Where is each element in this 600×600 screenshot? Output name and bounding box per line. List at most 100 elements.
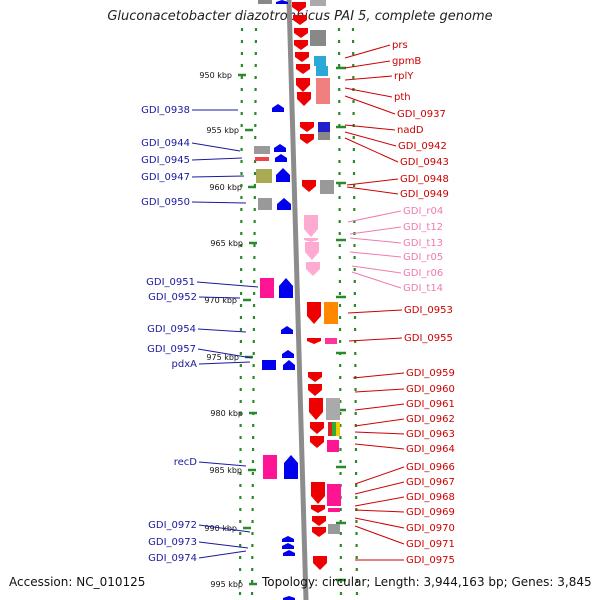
rna-arrow bbox=[304, 215, 318, 237]
accession-text: Accession: NC_010125 bbox=[9, 575, 146, 589]
right-label-leader bbox=[354, 509, 405, 513]
right-label-leader bbox=[344, 131, 397, 147]
outer-gene-box bbox=[328, 524, 340, 534]
right-gene-label: GDI_0968 bbox=[406, 492, 455, 503]
right-label-leader bbox=[349, 251, 402, 258]
forward-cds-arrow bbox=[272, 104, 284, 112]
inner-gene-box bbox=[258, 0, 272, 4]
reverse-cds-arrow bbox=[296, 78, 310, 92]
forward-cds-arrow bbox=[282, 543, 294, 549]
right-gene-label: GDI_t12 bbox=[403, 222, 443, 233]
ruler-tick-label: 960 kbp bbox=[209, 183, 242, 192]
right-label-leader bbox=[344, 44, 391, 59]
left-gene-label: GDI_0972 bbox=[148, 520, 197, 531]
right-gene-label: gpmB bbox=[392, 56, 421, 67]
inner-gene-box bbox=[263, 455, 277, 479]
right-gene-label: GDI_0953 bbox=[404, 305, 453, 316]
ruler-tick-label: 980 kbp bbox=[210, 409, 243, 418]
ruler-tick-label: 965 kbp bbox=[210, 239, 243, 248]
outer-gene-box bbox=[316, 78, 330, 104]
right-label-leader bbox=[351, 265, 402, 274]
right-gene-label: GDI_r05 bbox=[403, 252, 443, 263]
forward-cds-arrow bbox=[282, 350, 294, 358]
right-label-leader bbox=[349, 237, 402, 244]
outer-gene-box bbox=[328, 508, 340, 512]
right-label-leader bbox=[354, 443, 405, 450]
reverse-cds-arrow bbox=[292, 2, 306, 12]
left-label-leader bbox=[198, 461, 247, 467]
outer-gene-box bbox=[318, 122, 330, 132]
reverse-cds-arrow bbox=[297, 92, 311, 106]
reverse-cds-arrow bbox=[312, 527, 326, 537]
inner-gene-box bbox=[255, 157, 269, 161]
right-gene-label: GDI_0962 bbox=[406, 414, 455, 425]
ruler-tick-label: 970 kbp bbox=[204, 296, 237, 305]
left-gene-label: GDI_0938 bbox=[141, 105, 190, 116]
right-gene-label: GDI_0960 bbox=[406, 384, 455, 395]
outer-gene-box bbox=[327, 440, 339, 452]
left-label-leader bbox=[198, 524, 251, 533]
right-gene-label: GDI_0948 bbox=[400, 174, 449, 185]
left-label-leader bbox=[198, 541, 249, 549]
right-gene-label: GDI_0942 bbox=[398, 141, 447, 152]
inner-gene-box bbox=[256, 169, 272, 183]
right-label-leader bbox=[354, 403, 405, 411]
reverse-cds-arrow bbox=[307, 338, 321, 344]
inner-gene-box bbox=[254, 146, 270, 154]
right-label-leader bbox=[344, 75, 393, 81]
right-gene-label: GDI_t13 bbox=[403, 238, 443, 249]
outer-gene-box bbox=[310, 0, 326, 6]
left-label-leader bbox=[197, 348, 253, 359]
reverse-cds-arrow bbox=[294, 40, 308, 50]
inner-gene-box bbox=[262, 360, 276, 370]
right-label-leader bbox=[354, 496, 405, 507]
left-label-leader bbox=[191, 175, 245, 178]
left-label-leader bbox=[198, 296, 241, 299]
left-gene-label: GDI_0952 bbox=[148, 292, 197, 303]
forward-cds-arrow bbox=[283, 550, 295, 556]
forward-cds-arrow bbox=[277, 198, 291, 210]
dotted-rail-0 bbox=[238, 27, 244, 600]
dotted-rail-1 bbox=[250, 27, 258, 600]
right-label-leader bbox=[354, 418, 405, 427]
left-label-leader bbox=[198, 550, 247, 559]
right-gene-label: GDI_0971 bbox=[406, 539, 455, 550]
right-gene-label: GDI_r06 bbox=[403, 268, 443, 279]
ruler-tick-label: 985 kbp bbox=[209, 466, 242, 475]
right-gene-label: GDI_r04 bbox=[403, 206, 443, 217]
right-label-leader bbox=[347, 309, 403, 314]
forward-cds-arrow bbox=[284, 455, 298, 479]
outer-gene-box bbox=[332, 422, 336, 436]
rna-arrow bbox=[304, 238, 318, 242]
reverse-cds-arrow bbox=[308, 372, 322, 382]
ruler-tick-label: 950 kbp bbox=[199, 71, 232, 80]
right-gene-label: GDI_0964 bbox=[406, 444, 455, 455]
inner-gene-box bbox=[258, 198, 272, 210]
right-label-leader bbox=[344, 87, 393, 98]
reverse-cds-arrow bbox=[296, 64, 310, 74]
reverse-cds-arrow bbox=[313, 556, 327, 570]
left-gene-label: GDI_0945 bbox=[141, 155, 190, 166]
right-gene-label: GDI_0966 bbox=[406, 462, 455, 473]
right-gene-label: GDI_0969 bbox=[406, 507, 455, 518]
right-gene-label: prs bbox=[392, 40, 408, 51]
reverse-cds-arrow bbox=[310, 422, 324, 434]
ruler-tick-label: 975 kbp bbox=[206, 353, 239, 362]
right-gene-label: rplY bbox=[394, 71, 414, 82]
right-label-leader bbox=[351, 271, 402, 289]
forward-cds-arrow bbox=[279, 278, 293, 298]
rna-arrow bbox=[306, 262, 320, 276]
left-gene-label: recD bbox=[174, 457, 198, 468]
topology-text: Topology: circular; Length: 3,944,163 bp… bbox=[262, 575, 592, 589]
reverse-cds-arrow bbox=[300, 122, 314, 132]
right-gene-label: pth bbox=[394, 92, 411, 103]
right-gene-label: nadD bbox=[397, 125, 424, 136]
right-label-leader bbox=[352, 372, 405, 379]
right-gene-label: GDI_0963 bbox=[406, 429, 455, 440]
right-label-leader bbox=[346, 178, 399, 186]
left-gene-label: GDI_0951 bbox=[146, 277, 195, 288]
left-label-leader bbox=[196, 281, 259, 288]
right-label-leader bbox=[344, 60, 391, 69]
left-gene-label: pdxA bbox=[172, 359, 198, 370]
